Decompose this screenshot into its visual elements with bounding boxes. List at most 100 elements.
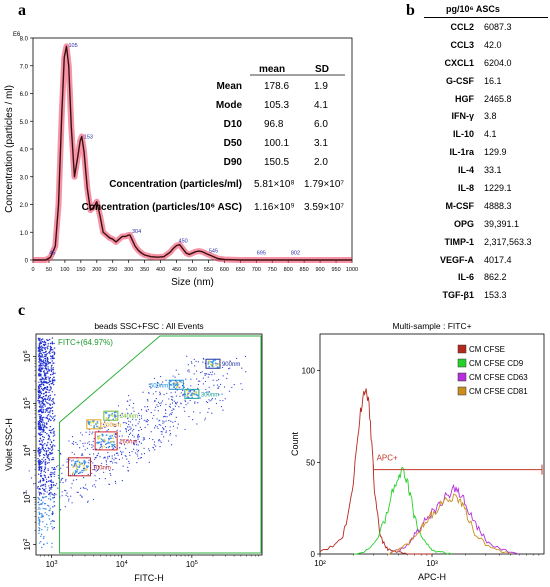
bead-event <box>81 469 83 472</box>
event-dot <box>41 355 43 357</box>
event-dot <box>41 503 43 505</box>
event-dot <box>184 399 186 401</box>
event-dot <box>43 422 46 424</box>
event-dot <box>133 436 135 438</box>
event-dot <box>40 373 42 375</box>
event-dot <box>43 370 45 372</box>
cytokine-value: 2,317,563.3 <box>484 236 532 247</box>
event-dot <box>175 395 177 397</box>
stats-row-mean: 178.6 <box>264 81 289 92</box>
event-dot <box>185 404 187 406</box>
event-dot <box>37 420 40 423</box>
event-dot <box>40 391 42 393</box>
event-dot <box>59 481 61 483</box>
event-dot <box>49 355 52 357</box>
x-tick-label: 200 <box>92 267 101 273</box>
x-tick-label: 250 <box>108 267 117 273</box>
bead-event <box>103 445 106 448</box>
event-dot <box>43 536 45 538</box>
event-dot <box>47 395 50 398</box>
stats-header-mean: mean <box>259 64 285 75</box>
bead-event <box>97 438 100 440</box>
event-dot <box>80 487 82 489</box>
event-dot <box>134 440 136 442</box>
event-dot <box>157 410 159 412</box>
cytokine-row: CCL3 42.0 <box>426 36 548 54</box>
bead-event <box>210 360 213 363</box>
event-dot <box>40 473 42 475</box>
event-dot <box>53 434 56 436</box>
event-dot <box>46 415 49 417</box>
bead-event <box>100 438 103 441</box>
event-dot <box>49 398 51 400</box>
bead-event <box>93 426 96 429</box>
event-dot <box>42 461 44 463</box>
x-tick-label: 800 <box>284 267 293 273</box>
event-dot <box>205 401 208 403</box>
event-dot <box>125 422 128 424</box>
event-dot <box>178 406 180 408</box>
event-dot <box>42 497 44 499</box>
event-dot <box>50 475 53 478</box>
event-dot <box>53 496 56 499</box>
event-dot <box>48 399 50 401</box>
event-dot <box>41 411 43 414</box>
event-dot <box>44 348 46 351</box>
event-dot <box>165 430 167 432</box>
event-dot <box>165 431 167 434</box>
event-dot <box>38 440 41 443</box>
event-dot <box>40 415 42 418</box>
event-dot <box>72 441 75 443</box>
event-dot <box>161 400 164 402</box>
event-dot <box>106 456 109 458</box>
event-dot <box>133 442 135 444</box>
event-dot <box>39 429 41 431</box>
cytokine-name: VEGF-A <box>439 254 474 265</box>
event-dot <box>49 439 51 441</box>
event-dot <box>228 390 231 392</box>
event-dot <box>77 472 80 475</box>
stats-row-sd: 3.1 <box>314 138 328 149</box>
event-dot <box>45 478 48 480</box>
event-dot <box>47 469 49 472</box>
event-dot <box>49 352 51 355</box>
event-dot <box>41 484 43 487</box>
event-dot <box>51 417 54 420</box>
event-dot <box>50 520 52 523</box>
event-dot <box>169 434 171 436</box>
event-dot <box>42 410 44 412</box>
x-tick-label: 450 <box>172 267 181 273</box>
bead-event <box>208 360 211 363</box>
event-dot <box>46 359 49 362</box>
event-dot <box>51 406 54 408</box>
event-dot <box>52 398 55 400</box>
event-dot <box>44 454 46 456</box>
bead-event <box>107 446 110 449</box>
event-dot <box>38 426 41 429</box>
event-dot <box>138 421 140 423</box>
event-dot <box>66 461 68 463</box>
event-dot <box>53 401 55 404</box>
event-dot <box>44 485 47 487</box>
event-dot <box>41 354 43 356</box>
bead-event <box>109 441 111 444</box>
event-dot <box>156 426 158 428</box>
cytokine-value: 3.8 <box>484 111 497 122</box>
event-dot <box>115 433 117 435</box>
bead-event <box>90 424 92 427</box>
event-dot <box>40 352 42 355</box>
nta-size-distribution-chart: 0 1.0 2.0 3.0 4.0 5.0 6.0 7.0 8.0 0 50 100 150 200 250… <box>4 32 358 288</box>
event-dot <box>160 383 163 385</box>
event-dot <box>99 427 101 429</box>
bead-event <box>107 441 110 444</box>
event-dot <box>44 381 46 384</box>
event-dot <box>81 434 83 436</box>
event-dot <box>52 528 54 530</box>
event-dot <box>165 420 167 422</box>
event-dot <box>40 375 42 377</box>
event-dot <box>51 448 54 450</box>
event-dot <box>146 418 148 421</box>
event-dot <box>47 480 50 482</box>
event-dot <box>53 418 56 421</box>
event-dot <box>43 450 46 452</box>
